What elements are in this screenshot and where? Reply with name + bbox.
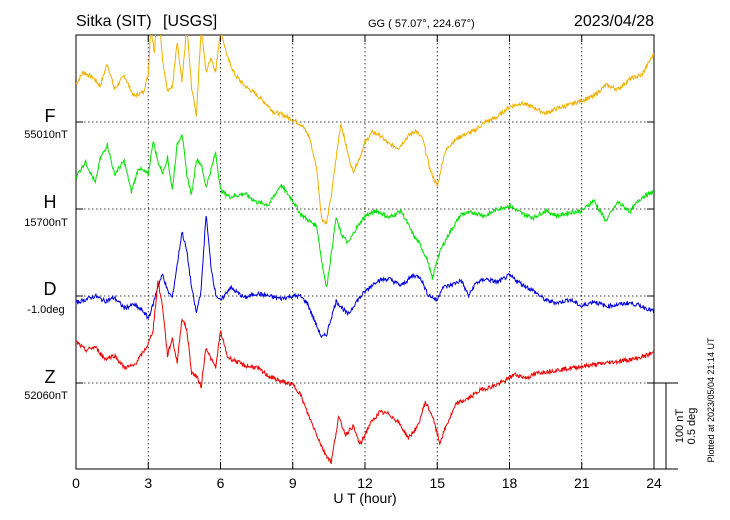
baseline-label-d: -1.0deg: [27, 304, 64, 316]
date-label: 2023/04/28: [574, 13, 654, 30]
series-lines: [76, 35, 654, 465]
series-line-f: [76, 35, 654, 225]
baseline-label-h: 15700nT: [24, 217, 68, 229]
chart-grid: [76, 35, 654, 469]
x-tick-label: 9: [289, 475, 297, 491]
scale-bar: [654, 382, 678, 470]
x-tick-label: 15: [429, 475, 445, 491]
station-title: Sitka (SIT): [76, 13, 152, 30]
scale-nt-label: 100 nT: [674, 409, 686, 444]
x-tick-labels: 0 3 6 9 12 15 18 21 24: [72, 475, 662, 491]
x-tick-label: 6: [217, 475, 225, 491]
series-line-d: [76, 215, 654, 339]
channel-label-h: H: [44, 192, 57, 212]
x-tick-label: 0: [72, 475, 80, 491]
channel-label-d: D: [44, 279, 57, 299]
x-tick-label: 21: [574, 475, 590, 491]
baseline-label-z: 52060nT: [24, 390, 68, 402]
baseline-label-f: 55010nT: [24, 129, 68, 141]
x-tick-label: 3: [144, 475, 152, 491]
coords-label: GG ( 57.07°, 224.67°): [368, 18, 475, 30]
x-axis-label: U T (hour): [333, 490, 396, 506]
scale-deg-label: 0.5 deg: [686, 408, 698, 445]
network-label: [USGS]: [163, 13, 217, 30]
plotted-timestamp: Plotted at 2023/05/04 21:14 UT: [706, 337, 716, 463]
axis-ticks: [75, 35, 655, 469]
series-line-z: [76, 280, 654, 465]
x-tick-label: 18: [502, 475, 518, 491]
x-tick-label: 12: [357, 475, 373, 491]
series-line-h: [76, 134, 654, 288]
x-tick-label: 24: [646, 475, 662, 491]
channel-label-f: F: [45, 106, 56, 126]
channel-label-z: Z: [45, 367, 56, 387]
